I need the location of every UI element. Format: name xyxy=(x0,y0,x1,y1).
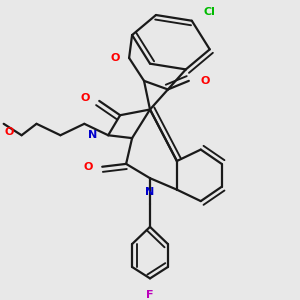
Text: N: N xyxy=(88,130,98,140)
Text: N: N xyxy=(146,187,154,197)
Text: O: O xyxy=(81,93,90,103)
Text: O: O xyxy=(84,162,93,172)
Text: F: F xyxy=(146,290,154,300)
Text: O: O xyxy=(201,76,210,86)
Text: Cl: Cl xyxy=(204,7,216,17)
Text: O: O xyxy=(111,53,120,63)
Text: O: O xyxy=(5,128,14,137)
